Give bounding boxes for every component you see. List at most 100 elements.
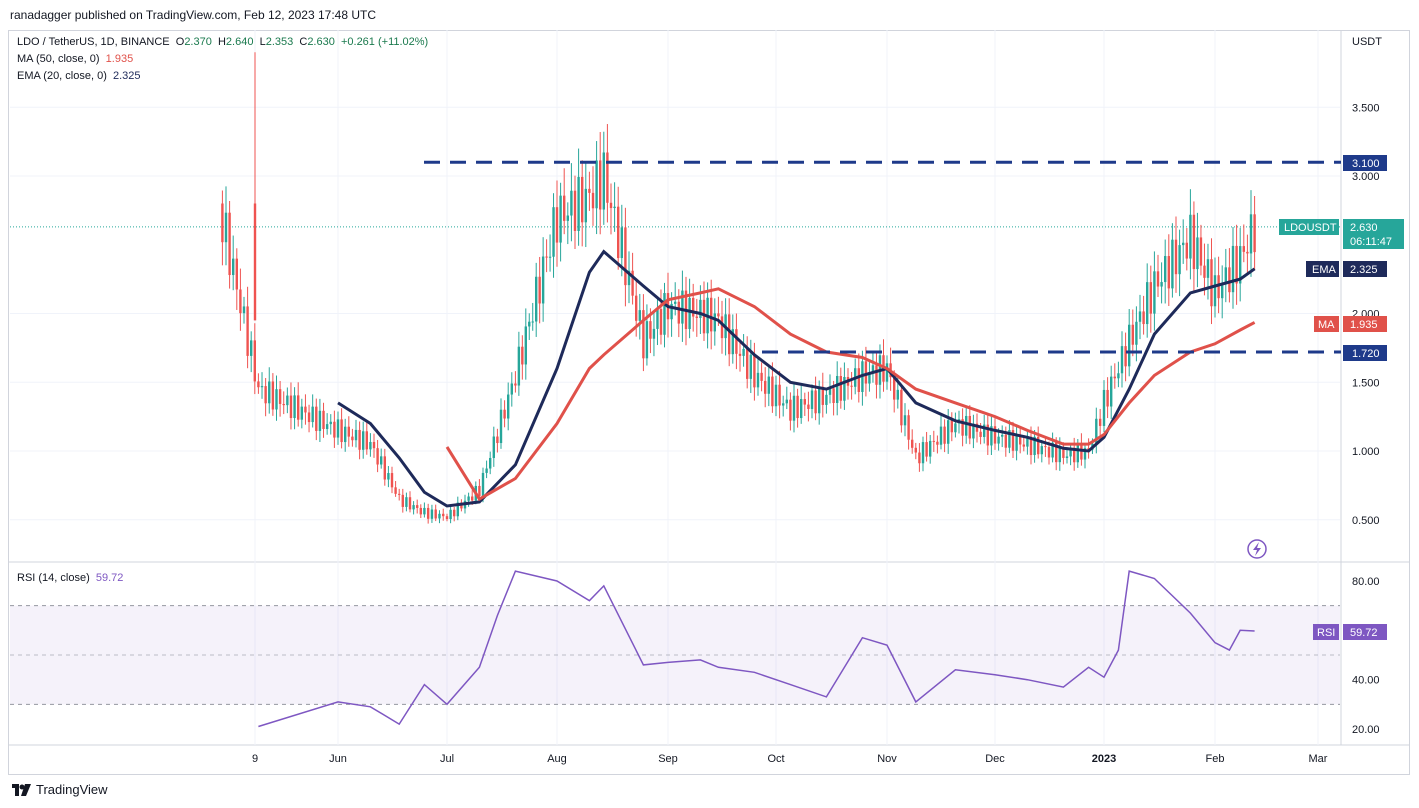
candle-body [531,321,534,323]
time-tick-label: Oct [767,753,784,765]
candle-body [1156,271,1160,287]
candle-body [278,389,282,404]
candle-body [1167,256,1170,289]
high-value: 2.640 [225,36,254,48]
symbol-tag-text: LDOUSDT [1284,222,1337,234]
candle-body [260,386,264,388]
candle-body [821,386,824,405]
candle-body [929,440,932,457]
candle-body [419,507,422,515]
ema-tag-name: EMA [1312,264,1337,276]
candle-body [408,497,412,510]
candle-body [1106,389,1109,407]
candle-body [485,468,488,473]
candle-body [1001,434,1004,437]
candle-body [911,439,914,448]
candle-body [875,365,878,385]
time-tick-label: Sep [658,753,678,765]
rsi-tag: RSI 59.72 [1313,624,1387,640]
candle-body [850,385,853,387]
low-value: 2.353 [265,36,294,48]
candle-body [975,423,979,432]
candle-body [555,207,559,243]
candle-body [481,472,485,497]
close-label: C [299,36,308,48]
candles [221,52,1256,524]
candle-body [514,383,517,386]
candle-body [825,394,828,405]
candle-body [394,487,397,494]
candle-body [885,363,889,382]
candle-body [836,375,839,403]
lightning-icon[interactable] [1247,539,1267,559]
candle-body [369,441,372,450]
rsi-line [258,570,1255,728]
candle-body [965,415,968,436]
candle-body [401,494,404,507]
rsi-tick-label: 40.00 [1352,675,1380,687]
candle-body [1095,418,1098,444]
candle-body [606,152,609,203]
candle-body [774,384,778,407]
candle-body [354,429,358,441]
candle-body [268,381,271,404]
candle-body [652,328,656,339]
candle-body [538,276,541,304]
candle-body [426,507,430,519]
candle-body [778,384,781,406]
candle-body [972,423,975,439]
candle-body [250,340,253,356]
symbol-legend: LDO / TetherUS, 1D, BINANCE O2.370 H2.64… [17,36,428,48]
tradingview-logo[interactable]: TradingView [12,782,108,797]
candle-body [828,388,832,395]
candle-body [1026,436,1029,447]
symbol-price-tag: LDOUSDT 2.630 06:11:47 [1279,219,1404,249]
candle-body [688,297,691,330]
candle-body [1117,373,1120,379]
candle-body [524,326,527,365]
candle-body [979,431,982,437]
candle-body [1224,267,1227,284]
candle-body [943,426,946,444]
resistance-tag-text: 3.100 [1352,158,1380,170]
time-tick-label: Feb [1206,753,1225,765]
candle-body [1008,430,1011,448]
candle-body [1221,283,1224,299]
candle-body [271,381,275,410]
candle-body [449,509,452,520]
candle-body [903,415,907,426]
candle-body [507,394,510,419]
candle-body [871,365,875,373]
candle-body [918,452,921,464]
candle-body [246,306,249,356]
candle-body [893,377,896,400]
candle-body [602,152,605,210]
candle-body [333,421,336,438]
candle-body [416,505,419,508]
candle-body [496,436,499,444]
candle-body [1069,447,1072,457]
candle-body [1033,436,1036,456]
candle-body [659,309,663,335]
candle-body [253,340,256,382]
tradingview-logo-icon [12,783,31,796]
candle-body [591,192,595,209]
high-label: H [217,36,226,48]
candle-body [868,372,871,384]
candle-body [257,381,260,388]
candle-body [503,409,506,419]
candle-body [275,389,278,410]
chart-frame [8,30,1410,775]
candle-body [677,301,680,324]
candle-body [635,295,638,321]
candle-body [864,361,868,384]
candle-body [521,346,524,365]
candle-body [1160,282,1163,287]
candle-body [1185,242,1188,259]
candle-body [599,160,602,210]
candle-body [818,386,821,414]
candle-body [896,389,899,400]
candle-body [442,513,445,517]
candle-body [767,376,770,394]
